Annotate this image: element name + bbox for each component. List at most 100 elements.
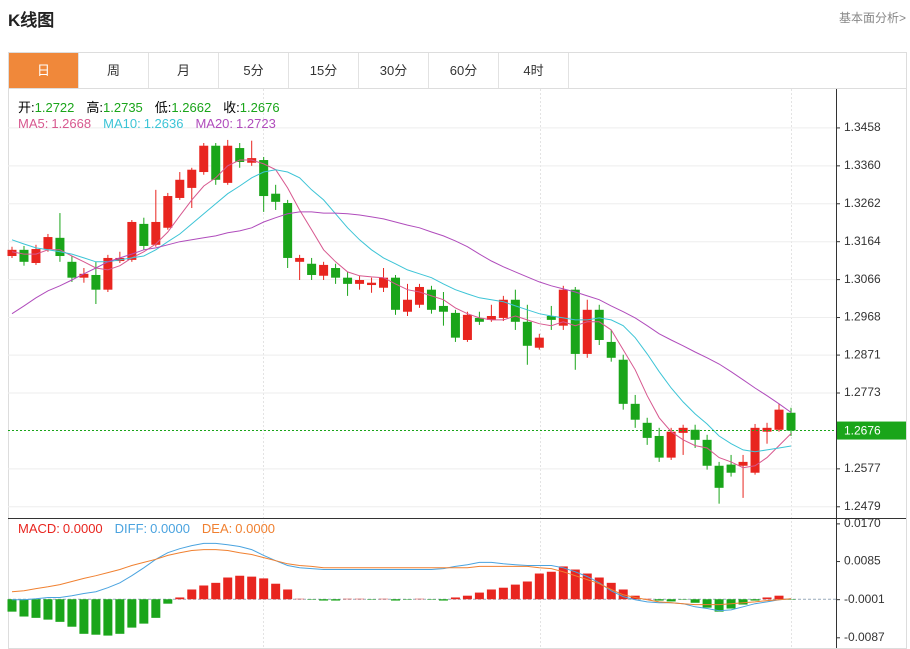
price-info: 开:1.2722 高:1.2735 低:1.2662 收:1.2676 [18, 97, 292, 116]
legend-value: 0.0000 [150, 521, 190, 536]
candle-body [594, 309, 604, 340]
candle-body [331, 268, 341, 278]
fundamental-link[interactable]: 基本面分析> [838, 11, 906, 25]
candle-body [726, 464, 736, 473]
candle-body [762, 427, 772, 432]
macd-bar [558, 566, 568, 600]
tab[interactable]: 月 [149, 53, 219, 88]
candle-body [151, 221, 161, 245]
tab[interactable]: 日 [9, 53, 79, 88]
candle-body [19, 249, 29, 262]
macd-bar [462, 595, 472, 600]
tab-bar: 日周月 5分 15分 30分 60分 4时 [9, 53, 569, 88]
macd-bar [450, 597, 460, 600]
legend-value: 1.2636 [143, 116, 184, 131]
candle-body [91, 274, 101, 290]
macd-bar [235, 575, 245, 600]
legend-item: MA20: 1.2723 [195, 116, 275, 131]
macd-bar [259, 578, 269, 600]
macd-bar [690, 599, 700, 603]
candle-body [163, 196, 173, 228]
y-tick-label: -0.0001 [844, 592, 885, 606]
y-tick-label: 1.2479 [844, 499, 881, 513]
macd-bar [438, 599, 448, 601]
legend-value: 1.2723 [236, 116, 276, 131]
y-tick-label: 1.3066 [844, 272, 881, 286]
macd-bar [163, 599, 173, 604]
candle-body [211, 145, 221, 180]
candle-body [414, 286, 424, 305]
macd-bar [750, 599, 760, 601]
legend-item: DIFF: 0.0000 [115, 521, 190, 536]
candle-body [774, 409, 784, 430]
macd-bar [31, 599, 41, 618]
candle-body [271, 193, 281, 202]
y-tick-label: -0.0087 [844, 630, 885, 644]
candle-body [462, 314, 472, 340]
candle-body [67, 261, 77, 278]
page-title: K线图 [8, 11, 55, 30]
tab[interactable]: 30分 [359, 53, 429, 88]
ma-line [11, 169, 792, 453]
candle-body [235, 148, 245, 162]
macd-bar [738, 599, 748, 605]
macd-legend: MACD: 0.0000 DIFF: 0.0000 DEA: 0.0000 [18, 521, 287, 536]
candle-body [522, 321, 532, 346]
candle-body [654, 435, 664, 458]
legend-name: MA5: [18, 116, 49, 131]
candle-body [55, 237, 65, 257]
macd-bar [199, 585, 209, 600]
macd-bar [223, 577, 233, 600]
tab[interactable]: 15分 [289, 53, 359, 88]
tab[interactable]: 5分 [219, 53, 289, 88]
candle-body [175, 179, 185, 198]
candle-body [199, 145, 209, 173]
info-label: 收: [223, 100, 240, 115]
info-item: 开:1.2722 [18, 100, 74, 115]
candle-body [678, 427, 688, 433]
candle-body [355, 280, 365, 284]
candle-body [438, 305, 448, 312]
candle-body [295, 257, 305, 262]
legend-name: MACD: [18, 521, 60, 536]
tab[interactable]: 周 [79, 53, 149, 88]
candle-body [31, 249, 41, 263]
candle-body [582, 309, 592, 354]
macd-bar [7, 599, 17, 612]
last-price-label: 1.2676 [844, 424, 881, 438]
candle-body [498, 299, 508, 318]
last-price-tag [837, 421, 906, 440]
candle-body [606, 341, 616, 358]
macd-bar [486, 589, 496, 600]
tab[interactable]: 4时 [499, 53, 569, 88]
macd-bar [762, 597, 772, 600]
macd-bar [283, 589, 293, 600]
candle-body [474, 317, 484, 322]
candle-body [307, 263, 317, 275]
candle-body [223, 145, 233, 183]
candle-body [702, 439, 712, 466]
y-tick-label: 1.3360 [844, 158, 881, 172]
candle-body [343, 277, 353, 284]
macd-bar [247, 576, 257, 600]
y-tick-label: 1.3164 [844, 234, 881, 248]
tab[interactable]: 60分 [429, 53, 499, 88]
candle-body [259, 160, 269, 197]
macd-bar [582, 573, 592, 600]
macd-bar [594, 577, 604, 600]
candle-body [738, 461, 748, 466]
macd-bar [654, 599, 664, 601]
macd-bar [187, 589, 197, 600]
candle-body [786, 412, 796, 431]
legend-name: MA20: [195, 116, 234, 131]
candle-body [618, 359, 628, 404]
macd-bar [139, 599, 149, 624]
legend-item: DEA: 0.0000 [202, 521, 275, 536]
candle-body [79, 273, 89, 278]
macd-bar [19, 599, 29, 617]
legend-item: MA10: 1.2636 [103, 116, 183, 131]
legend-value: 1.2668 [51, 116, 92, 131]
candle-body [546, 315, 556, 320]
